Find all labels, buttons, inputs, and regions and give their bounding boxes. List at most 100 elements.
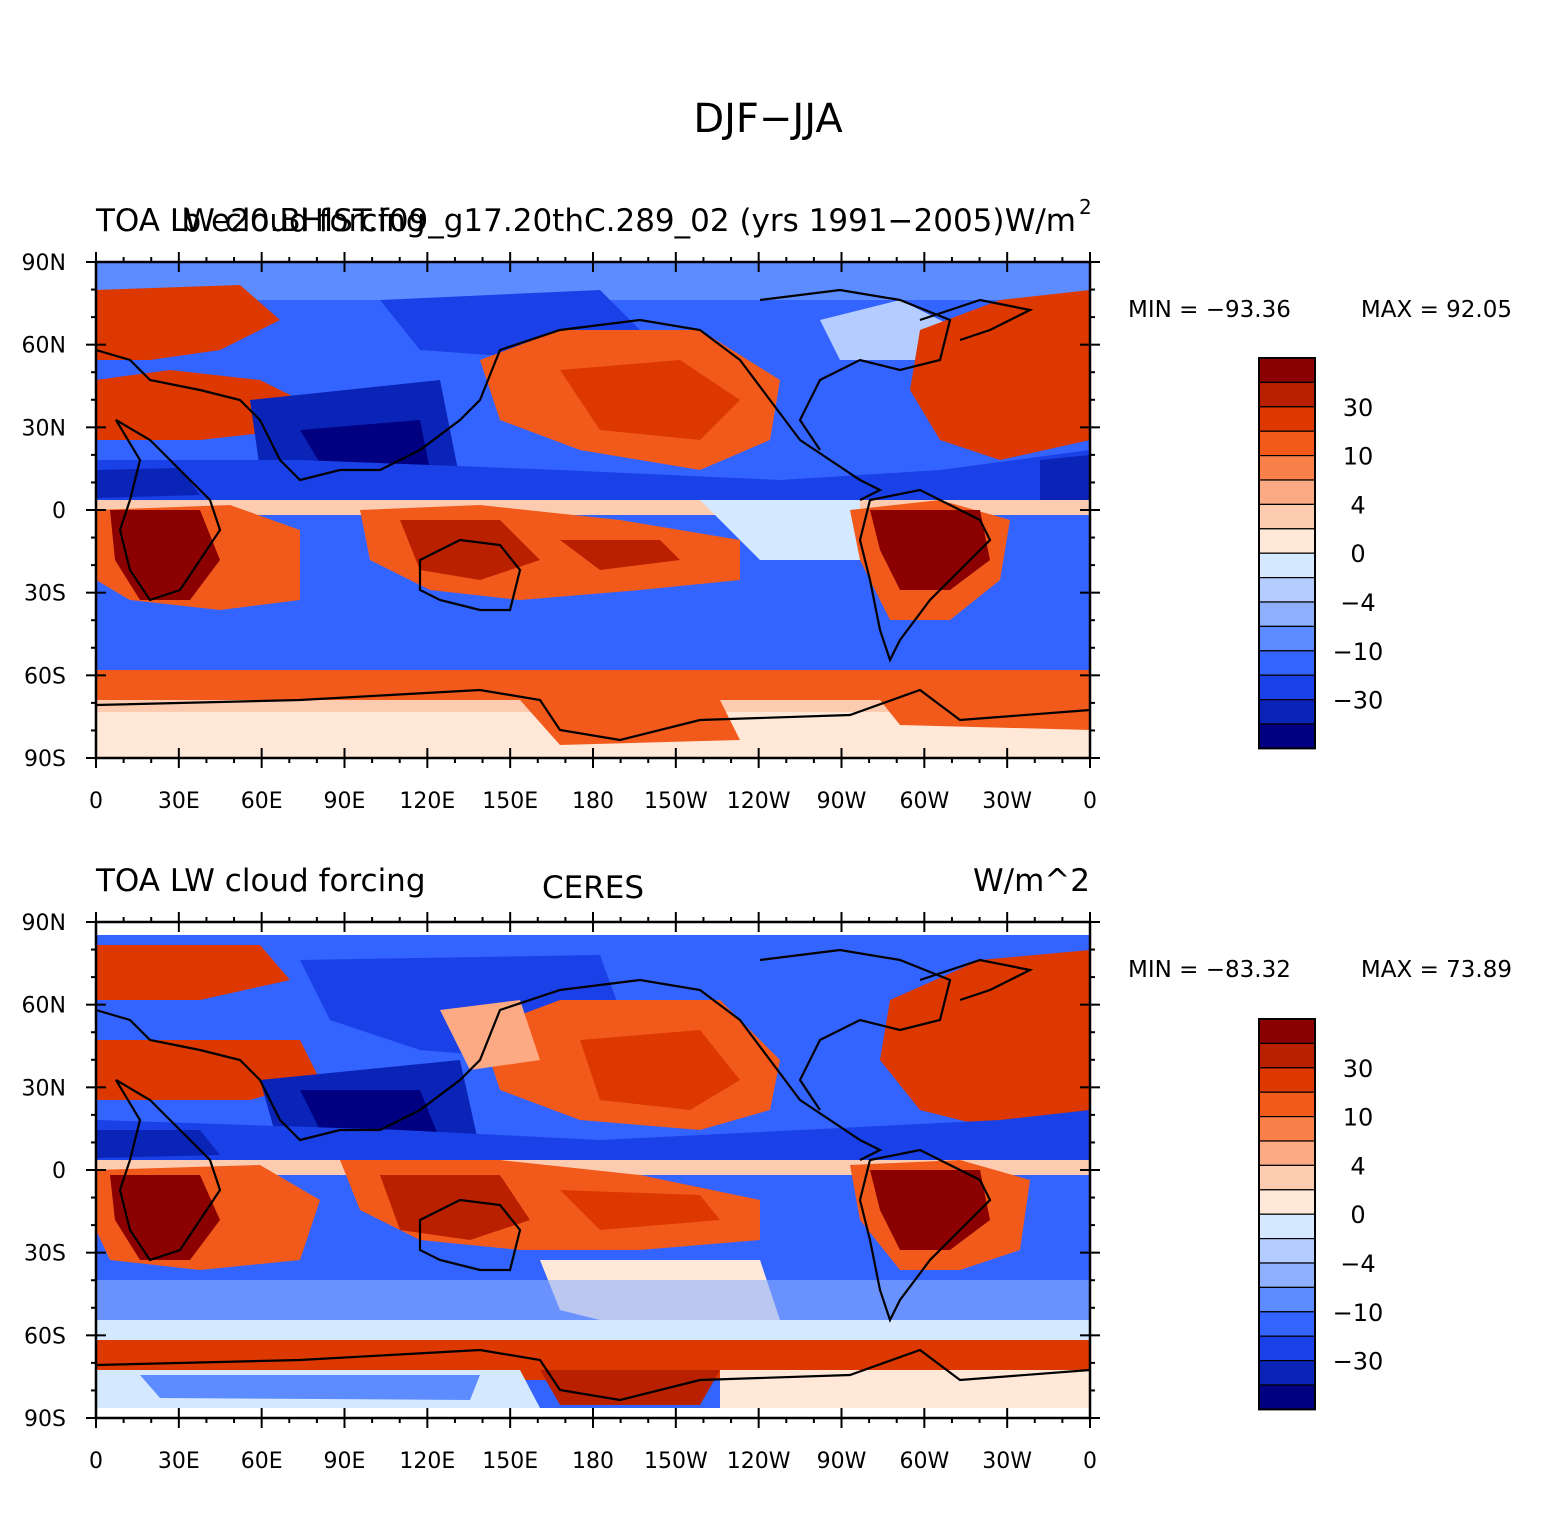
- colorbar-swatch: [1258, 1042, 1316, 1069]
- colorbar-label: 4: [1350, 1152, 1365, 1180]
- lat-label: 30S: [24, 1242, 66, 1267]
- model-map-field: [96, 262, 1090, 758]
- lon-label: 30E: [158, 789, 200, 814]
- colorbar-label: −30: [1333, 687, 1384, 715]
- colorbar-label: 30: [1343, 1055, 1374, 1083]
- lon-label: 30W: [982, 789, 1032, 814]
- colorbar-swatch: [1258, 1262, 1316, 1288]
- lon-label: 60W: [899, 1449, 949, 1474]
- colorbar-swatch: [1258, 1384, 1316, 1410]
- model-ticks: [86, 252, 1100, 768]
- colorbar-swatch: [1258, 1335, 1316, 1362]
- model-left-title: TOA LW cloud forcing: [95, 203, 426, 239]
- lon-label: 120E: [399, 1449, 455, 1474]
- lat-label: 60N: [22, 994, 66, 1019]
- colorbar-swatch: [1258, 528, 1316, 554]
- colorbar-swatch: [1258, 503, 1316, 530]
- model-center-title: b.e20.BHIST.f09_g17.20thC.289_02 (yrs 19…: [181, 203, 1004, 239]
- ceres-colorbar: 30 10 4 0 −4 −10 −30: [1258, 1018, 1384, 1411]
- lon-label: 0: [89, 1449, 103, 1474]
- model-colorbar: 30 10 4 0 −4 −10 −30: [1258, 357, 1384, 750]
- colorbar-swatch: [1258, 552, 1316, 579]
- colorbar-swatch: [1258, 406, 1316, 432]
- lat-label: 60S: [24, 664, 66, 689]
- ceres-ticks: [86, 912, 1100, 1428]
- colorbar-label: 0: [1350, 540, 1365, 568]
- model-max-label: MAX = 92.05: [1361, 297, 1512, 323]
- colorbar-swatch: [1258, 698, 1316, 725]
- lon-label: 30W: [982, 1449, 1032, 1474]
- lon-label: 120E: [399, 789, 455, 814]
- model-units-sup: 2: [1079, 195, 1092, 219]
- colorbar-swatch: [1258, 674, 1316, 701]
- colorbar-swatch: [1258, 455, 1316, 481]
- lon-label: 90E: [324, 789, 366, 814]
- lon-label: 0: [1083, 1449, 1097, 1474]
- colorbar-swatch: [1258, 1359, 1316, 1386]
- lon-label: 150W: [644, 789, 708, 814]
- colorbar-swatch: [1258, 576, 1316, 603]
- lon-label: 60E: [241, 1449, 283, 1474]
- colorbar-swatch: [1258, 601, 1316, 627]
- colorbar-label: 10: [1343, 443, 1374, 471]
- colorbar-swatch: [1258, 625, 1316, 652]
- panel-model: 90N 60N 30N 0 30S 60S 90S 0 30E 60E 90E 120E 150E 18…: [22, 195, 1512, 814]
- lon-label: 90E: [324, 1449, 366, 1474]
- lon-label: 120W: [727, 1449, 791, 1474]
- lon-label: 150E: [482, 1449, 538, 1474]
- lat-label: 60N: [22, 334, 66, 359]
- lon-label: 0: [89, 789, 103, 814]
- ceres-min-label: MIN = −83.32: [1128, 957, 1291, 983]
- panel-ceres: 90N 60N 30N 0 30S 60S 90S 0 30E 60E 90E 120E 150E 18…: [22, 863, 1512, 1474]
- ceres-lon-labels: 0 30E 60E 90E 120E 150E 180 150W 120W 90W 60W 30W 0: [89, 1449, 1097, 1474]
- ceres-coastlines: [96, 948, 1090, 1402]
- colorbar-swatch: [1258, 1311, 1316, 1337]
- model-right-title: W/m: [1005, 203, 1076, 239]
- colorbar-swatch: [1258, 1237, 1316, 1264]
- colorbar-label: −4: [1340, 1250, 1375, 1278]
- lat-label: 60S: [24, 1324, 66, 1349]
- colorbar-swatch: [1258, 1067, 1316, 1093]
- lat-label: 30S: [24, 582, 66, 607]
- ceres-center-title: CERES: [542, 870, 644, 906]
- lon-label: 30E: [158, 1449, 200, 1474]
- colorbar-label: 4: [1350, 491, 1365, 519]
- lat-label: 0: [52, 1159, 66, 1184]
- lon-label: 150E: [482, 789, 538, 814]
- model-lon-labels: 0 30E 60E 90E 120E 150E 180 150W 120W 90W 60W 30W 0: [89, 789, 1097, 814]
- lon-label: 0: [1083, 789, 1097, 814]
- colorbar-swatch: [1258, 479, 1316, 505]
- model-min-label: MIN = −93.36: [1128, 297, 1291, 323]
- lat-label: 90S: [24, 1407, 66, 1432]
- colorbar-label: 10: [1343, 1104, 1374, 1132]
- colorbar-swatch: [1258, 1018, 1316, 1044]
- lat-label: 90S: [24, 747, 66, 772]
- model-coastlines: [96, 288, 1090, 742]
- lat-label: 30N: [22, 416, 66, 441]
- colorbar-swatch: [1258, 430, 1316, 457]
- colorbar-swatch: [1258, 1164, 1316, 1191]
- ceres-map-field: [96, 922, 1090, 1418]
- ceres-left-title: TOA LW cloud forcing: [95, 863, 426, 899]
- colorbar-swatch: [1258, 357, 1316, 383]
- model-units: W/m: [1005, 203, 1076, 239]
- colorbar-swatch: [1258, 650, 1316, 676]
- colorbar-label: −4: [1340, 589, 1375, 617]
- colorbar-label: −30: [1333, 1348, 1384, 1376]
- lon-label: 60W: [899, 789, 949, 814]
- lon-label: 90W: [817, 1449, 867, 1474]
- colorbar-swatch: [1258, 1140, 1316, 1166]
- ceres-lat-labels: 90N 60N 30N 0 30S 60S 90S: [22, 911, 66, 1432]
- colorbar-swatch: [1258, 1213, 1316, 1240]
- figure-title: DJF−JJA: [693, 96, 843, 142]
- lat-label: 90N: [22, 911, 66, 936]
- ceres-right-title: W/m^2: [973, 863, 1090, 899]
- model-lat-labels: 90N 60N 30N 0 30S 60S 90S: [22, 251, 66, 772]
- lat-label: 0: [52, 499, 66, 524]
- lon-label: 180: [572, 789, 614, 814]
- lon-label: 150W: [644, 1449, 708, 1474]
- lon-label: 90W: [817, 789, 867, 814]
- colorbar-label: −10: [1333, 1299, 1384, 1327]
- colorbar-swatch: [1258, 1286, 1316, 1313]
